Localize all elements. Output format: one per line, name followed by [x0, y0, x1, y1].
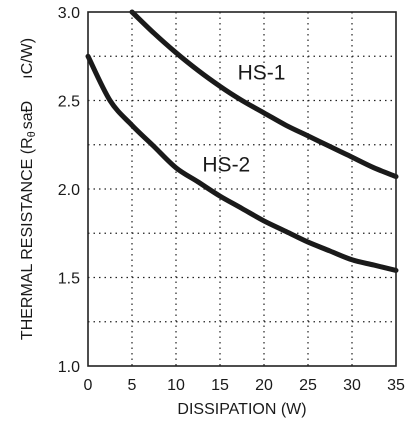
y-axis-title-main: THERMAL RESISTANCE (R	[19, 137, 36, 340]
y-axis-title-unit: ıC/W)	[19, 38, 36, 79]
x-axis-title: DISSIPATION (W)	[177, 401, 306, 418]
x-tick-label: 15	[211, 377, 229, 394]
x-tick-label: 0	[84, 377, 93, 394]
y-tick-labels: 1.0 1.5 2.0 2.5 3.0	[58, 5, 80, 376]
x-tick-label: 5	[128, 377, 137, 394]
x-tick-label: 30	[343, 377, 361, 394]
y-tick-label: 2.5	[58, 94, 80, 111]
series-label-hs-2: HS-2	[202, 153, 250, 176]
y-tick-label: 1.5	[58, 271, 80, 288]
series-line-hs-2	[85, 53, 399, 273]
y-axis-title-rest: saÐ	[19, 101, 36, 129]
y-tick-label: 2.0	[58, 182, 80, 199]
x-tick-labels: 0 5 10 15 20 25 30 35	[84, 377, 405, 394]
curve-labels: HS-1 HS-2	[202, 61, 285, 176]
y-tick-label: 3.0	[58, 5, 80, 22]
y-axis-title: THERMAL RESISTANCE (Rθ saÐ ıC/W)	[19, 38, 38, 340]
x-tick-label: 10	[167, 377, 185, 394]
y-axis-title-text: THERMAL RESISTANCE (Rθ saÐ ıC/W)	[19, 38, 38, 340]
x-tick-label: 35	[387, 377, 405, 394]
series-label-hs-1: HS-1	[238, 61, 286, 84]
series-line-hs-1	[129, 9, 399, 180]
curves	[85, 9, 399, 273]
y-tick-label: 1.0	[58, 359, 80, 376]
x-tick-label: 20	[255, 377, 273, 394]
x-tick-label: 25	[299, 377, 317, 394]
y-axis-title-sub: θ	[26, 131, 38, 137]
grid	[88, 12, 396, 366]
plot-frame	[87, 11, 397, 367]
